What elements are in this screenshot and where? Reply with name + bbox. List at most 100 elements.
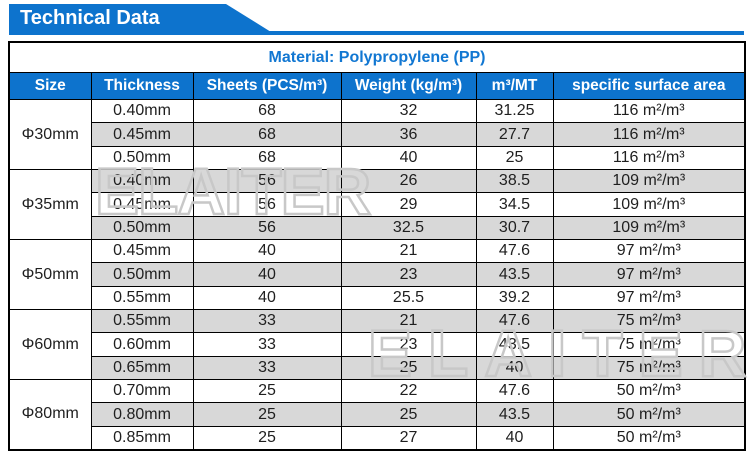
size-cell: Φ50mm (8, 239, 92, 311)
size-cell: Φ35mm (8, 169, 92, 241)
thickness-cell: 0.45mm (90, 122, 194, 147)
thickness-cell: 0.40mm (90, 98, 194, 124)
thickness-cell: 0.45mm (90, 239, 194, 264)
weight-cell: 36 (340, 122, 477, 147)
size-cell: Φ60mm (8, 309, 92, 381)
surface-area-cell: 75 m²/m³ (552, 355, 746, 381)
m3-per-mt-cell: 40 (475, 425, 554, 451)
m3-per-mt-cell: 30.7 (475, 215, 554, 241)
sheets-cell: 40 (192, 239, 342, 264)
col-header-m3mt: m³/MT (475, 72, 554, 100)
thickness-cell: 0.70mm (90, 379, 194, 404)
table-row: 0.65mm 33 25 40 75 m²/m³ (9, 355, 746, 381)
surface-area-cell: 109 m²/m³ (552, 192, 746, 217)
material-header: Material: Polypropylene (PP) (8, 41, 746, 73)
thickness-cell: 0.40mm (90, 169, 194, 194)
sheets-cell: 33 (192, 355, 342, 381)
thickness-cell: 0.50mm (90, 215, 194, 241)
weight-cell: 22 (340, 379, 477, 404)
m3-per-mt-cell: 38.5 (475, 169, 554, 194)
weight-cell: 27 (340, 425, 477, 451)
sheets-cell: 56 (192, 215, 342, 241)
thickness-cell: 0.80mm (90, 402, 194, 427)
surface-area-cell: 109 m²/m³ (552, 215, 746, 241)
col-header-size: Size (8, 72, 92, 100)
column-header-row: Size Thickness Sheets (PCS/m³) Weight (k… (8, 72, 746, 100)
surface-area-cell: 97 m²/m³ (552, 262, 746, 287)
sheets-cell: 25 (192, 402, 342, 427)
surface-area-cell: 97 m²/m³ (552, 239, 746, 264)
table-row: 0.55mm 40 25.5 39.2 97 m²/m³ (9, 285, 746, 311)
table-row: Φ30mm 0.40mm 68 32 31.25 116 m²/m³ (8, 98, 746, 171)
weight-cell: 32.5 (340, 215, 477, 241)
sheets-cell: 68 (192, 145, 342, 171)
m3-per-mt-cell: 40 (475, 355, 554, 381)
surface-area-cell: 50 m²/m³ (552, 402, 746, 427)
technical-data-table: Material: Polypropylene (PP) Size Thickn… (8, 41, 747, 451)
thickness-cell: 0.85mm (90, 425, 194, 451)
m3-per-mt-cell: 34.5 (475, 192, 554, 217)
table-row: 0.45mm 68 36 27.7 116 m²/m³ (9, 122, 746, 147)
weight-cell: 23 (340, 262, 477, 287)
m3-per-mt-cell: 39.2 (475, 285, 554, 311)
sheets-cell: 56 (192, 192, 342, 217)
weight-cell: 29 (340, 192, 477, 217)
weight-cell: 32 (340, 98, 477, 124)
table-row: Φ60mm 0.55mm 33 21 47.6 75 m²/m³ (8, 309, 746, 381)
table-row: 0.50mm 40 23 43.5 97 m²/m³ (9, 262, 746, 287)
table-row: 0.45mm 56 29 34.5 109 m²/m³ (9, 192, 746, 217)
thickness-cell: 0.50mm (90, 145, 194, 171)
sheets-cell: 68 (192, 98, 342, 124)
size-cell: Φ30mm (8, 98, 92, 171)
m3-per-mt-cell: 27.7 (475, 122, 554, 147)
surface-area-cell: 116 m²/m³ (552, 145, 746, 171)
table-row: Φ80mm 0.70mm 25 22 47.6 50 m²/m³ (8, 379, 746, 451)
m3-per-mt-cell: 47.6 (475, 239, 554, 264)
weight-cell: 21 (340, 239, 477, 264)
table-row: 0.50mm 56 32.5 30.7 109 m²/m³ (9, 215, 746, 241)
m3-per-mt-cell: 43.5 (475, 402, 554, 427)
col-header-surface-area: specific surface area (552, 72, 746, 100)
m3-per-mt-cell: 43.5 (475, 332, 554, 357)
m3-per-mt-cell: 43.5 (475, 262, 554, 287)
sheets-cell: 25 (192, 379, 342, 404)
table-row: 0.80mm 25 25 43.5 50 m²/m³ (9, 402, 746, 427)
sheets-cell: 68 (192, 122, 342, 147)
weight-cell: 25 (340, 402, 477, 427)
m3-per-mt-cell: 47.6 (475, 379, 554, 404)
surface-area-cell: 109 m²/m³ (552, 169, 746, 194)
material-row: Material: Polypropylene (PP) (8, 41, 746, 73)
m3-per-mt-cell: 25 (475, 145, 554, 171)
col-header-sheets: Sheets (PCS/m³) (192, 72, 342, 100)
table-row: Φ35mm 0.40mm 56 26 38.5 109 m²/m³ (8, 169, 746, 241)
thickness-cell: 0.60mm (90, 332, 194, 357)
sheets-cell: 56 (192, 169, 342, 194)
thickness-cell: 0.55mm (90, 285, 194, 311)
sheets-cell: 33 (192, 332, 342, 357)
m3-per-mt-cell: 31.25 (475, 98, 554, 124)
m3-per-mt-cell: 47.6 (475, 309, 554, 334)
weight-cell: 23 (340, 332, 477, 357)
col-header-thickness: Thickness (90, 72, 194, 100)
thickness-cell: 0.45mm (90, 192, 194, 217)
weight-cell: 25.5 (340, 285, 477, 311)
sheets-cell: 25 (192, 425, 342, 451)
size-cell: Φ80mm (8, 379, 92, 451)
thickness-cell: 0.55mm (90, 309, 194, 334)
weight-cell: 21 (340, 309, 477, 334)
col-header-weight: Weight (kg/m³) (340, 72, 477, 100)
surface-area-cell: 75 m²/m³ (552, 309, 746, 334)
weight-cell: 40 (340, 145, 477, 171)
banner-underline (9, 31, 744, 35)
section-banner: Technical Data (9, 4, 271, 32)
table-body: Φ30mm 0.40mm 68 32 31.25 116 m²/m³ 0.45mm 68 36 2… (8, 98, 746, 451)
surface-area-cell: 75 m²/m³ (552, 332, 746, 357)
surface-area-cell: 116 m²/m³ (552, 98, 746, 124)
surface-area-cell: 50 m²/m³ (552, 425, 746, 451)
table-row: 0.85mm 25 27 40 50 m²/m³ (9, 425, 746, 451)
thickness-cell: 0.50mm (90, 262, 194, 287)
thickness-cell: 0.65mm (90, 355, 194, 381)
banner-title: Technical Data (20, 7, 160, 29)
table-row: Φ50mm 0.45mm 40 21 47.6 97 m²/m³ (8, 239, 746, 311)
table-row: 0.60mm 33 23 43.5 75 m²/m³ (9, 332, 746, 357)
